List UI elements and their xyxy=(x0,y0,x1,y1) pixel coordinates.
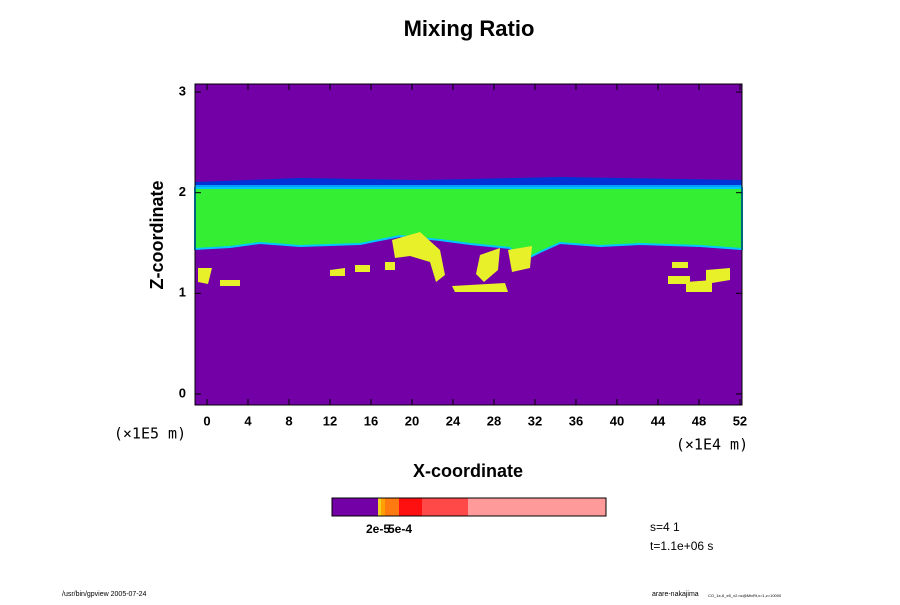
x-tick-label: 12 xyxy=(323,413,337,428)
colorbar-swatch xyxy=(378,498,381,516)
colorbar-swatch xyxy=(332,498,378,516)
x-axis-label: X-coordinate xyxy=(413,461,523,481)
x-tick-label: 8 xyxy=(285,413,292,428)
colorbar-frame xyxy=(331,497,607,517)
x-unit: (×1E4 m) xyxy=(676,436,748,454)
band-blue xyxy=(195,177,742,186)
x-tick-label: 48 xyxy=(692,413,706,428)
footer-right-small: CO_1e-6_e5_v2.nc@MixRt,x=1,z=10000 xyxy=(708,593,782,598)
y-tick-label: 1 xyxy=(179,285,186,300)
x-tick-label: 28 xyxy=(487,413,501,428)
footer-right: arare-nakajima xyxy=(652,591,699,598)
y-unit: (×1E5 m) xyxy=(114,425,186,443)
annotation: t=1.1e+06 s xyxy=(650,539,713,553)
colorbar-label: 2e-5 xyxy=(366,522,390,536)
x-tick-label: 4 xyxy=(244,413,252,428)
x-tick-label: 32 xyxy=(528,413,542,428)
colorbar-swatch xyxy=(385,498,399,516)
colorbar-label: 5e-4 xyxy=(388,522,412,536)
annotation: s=4 1 xyxy=(650,520,680,534)
y-tick-label: 0 xyxy=(179,385,186,400)
field xyxy=(194,83,743,406)
colorbar-swatch xyxy=(381,498,385,516)
colorbar-swatch xyxy=(468,498,606,516)
colorbar-swatch xyxy=(422,498,468,516)
footer-left: /usr/bin/gpview 2005-07-24 xyxy=(62,591,147,598)
x-tick-label: 52 xyxy=(733,413,747,428)
colorbar-swatch xyxy=(399,498,422,516)
band-green xyxy=(194,187,743,264)
colorbar: 2e-5 5e-4 xyxy=(331,497,607,536)
x-tick-label: 36 xyxy=(569,413,583,428)
x-tick-label: 44 xyxy=(651,413,666,428)
x-tick-label: 24 xyxy=(446,413,461,428)
y-axis-label: Z-coordinate xyxy=(147,180,167,289)
x-tick-label: 16 xyxy=(364,413,378,428)
chart-title: Mixing Ratio xyxy=(404,16,535,41)
blobs xyxy=(198,232,730,292)
plot-frame xyxy=(194,83,743,406)
x-tick-label: 0 xyxy=(203,413,210,428)
y-tick-label: 2 xyxy=(179,184,186,199)
x-tick-label: 20 xyxy=(405,413,419,428)
y-tick-label: 3 xyxy=(179,83,186,98)
x-tick-label: 40 xyxy=(610,413,624,428)
